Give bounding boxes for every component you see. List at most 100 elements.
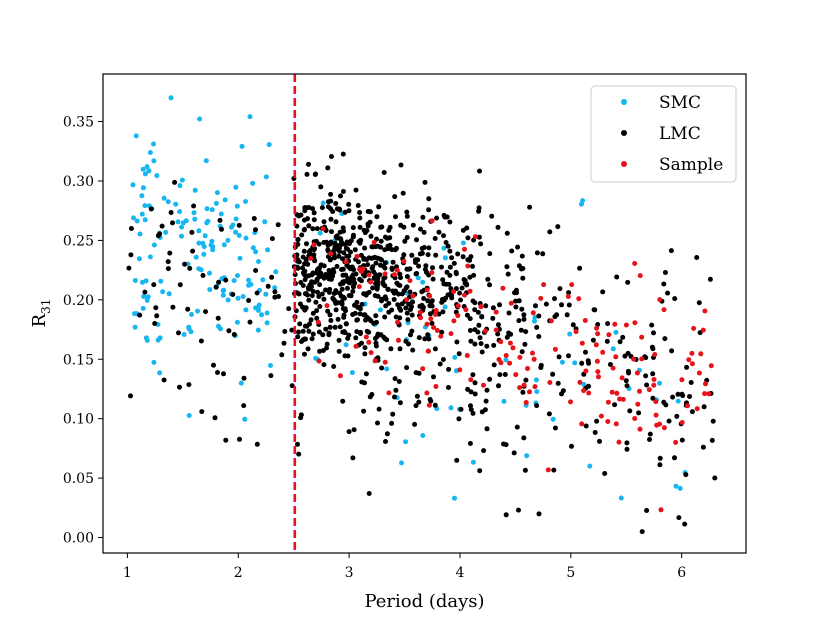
data-point [246, 277, 252, 283]
data-point [328, 239, 334, 245]
data-point [496, 357, 502, 362]
data-point [710, 418, 716, 424]
data-point [424, 287, 430, 293]
data-point [236, 233, 242, 238]
data-point [534, 324, 540, 330]
data-point [327, 312, 333, 318]
data-point [376, 204, 382, 210]
data-point [702, 391, 708, 397]
data-point [445, 243, 451, 249]
legend: SMC LMC Sample [590, 85, 737, 183]
data-point [470, 410, 476, 416]
data-point [375, 243, 381, 249]
data-point [264, 310, 270, 316]
data-point [340, 294, 346, 300]
data-point [513, 298, 519, 304]
data-point [212, 415, 218, 421]
data-point [643, 373, 649, 379]
data-point [462, 292, 467, 298]
data-point [357, 240, 363, 246]
data-point [234, 203, 240, 209]
data-point [340, 189, 346, 194]
data-point [513, 304, 519, 310]
data-point [369, 244, 375, 250]
data-point [516, 263, 522, 269]
data-point [657, 455, 663, 461]
data-point [296, 291, 302, 297]
y-tick-label: 0.15 [63, 352, 94, 368]
data-point [233, 216, 239, 222]
data-point [253, 249, 259, 255]
data-point [479, 314, 485, 320]
data-point [309, 336, 315, 342]
data-point [413, 271, 419, 277]
data-point [310, 270, 316, 276]
data-point [504, 264, 510, 270]
data-point [421, 296, 427, 301]
data-point [210, 244, 216, 250]
data-point [132, 324, 138, 330]
data-point [698, 351, 704, 357]
data-point [393, 387, 399, 393]
data-point [385, 243, 391, 249]
data-point [468, 403, 473, 409]
data-point [606, 332, 612, 338]
y-tick-label: 0.25 [63, 233, 94, 249]
data-point [356, 259, 361, 265]
data-point [216, 323, 221, 329]
data-point [215, 315, 221, 321]
data-point [662, 336, 668, 342]
data-point [253, 268, 259, 273]
data-point [351, 276, 357, 282]
data-point [455, 303, 461, 309]
data-point [676, 515, 682, 521]
data-point [432, 402, 438, 408]
data-point [538, 365, 544, 370]
x-ticks: 1 2 3 4 5 6 [123, 553, 686, 581]
data-point [345, 276, 351, 282]
data-point [420, 279, 426, 285]
data-point [547, 380, 553, 385]
data-point [404, 235, 410, 240]
data-point [246, 282, 252, 288]
data-point [401, 258, 407, 264]
data-point [331, 364, 337, 369]
data-point [173, 201, 179, 207]
data-point [296, 451, 302, 457]
data-point [604, 338, 610, 344]
data-point [202, 233, 208, 239]
data-point [323, 326, 329, 332]
data-point [243, 307, 249, 313]
data-point [275, 222, 281, 228]
data-point [339, 301, 345, 307]
data-point [612, 321, 618, 327]
data-point [665, 290, 671, 296]
data-point [142, 217, 148, 223]
data-point [353, 187, 359, 193]
data-point [503, 442, 509, 448]
data-point [521, 316, 527, 322]
data-point [182, 261, 188, 267]
data-point [344, 253, 350, 259]
data-point [634, 370, 640, 376]
data-point [559, 359, 565, 365]
data-point [313, 299, 319, 305]
data-point [487, 282, 492, 288]
data-point [220, 288, 226, 294]
data-point [429, 270, 435, 276]
data-point [346, 293, 352, 298]
data-point [177, 282, 183, 288]
data-point [307, 286, 313, 292]
data-point [343, 259, 349, 265]
data-point [472, 341, 478, 347]
data-point [379, 224, 385, 230]
data-point [250, 180, 256, 186]
data-point [416, 263, 422, 269]
data-point [295, 241, 301, 247]
data-point [389, 265, 395, 271]
data-point [324, 341, 330, 347]
data-point [272, 289, 278, 295]
data-point [479, 349, 485, 355]
data-point [614, 274, 620, 280]
data-point [467, 288, 473, 294]
